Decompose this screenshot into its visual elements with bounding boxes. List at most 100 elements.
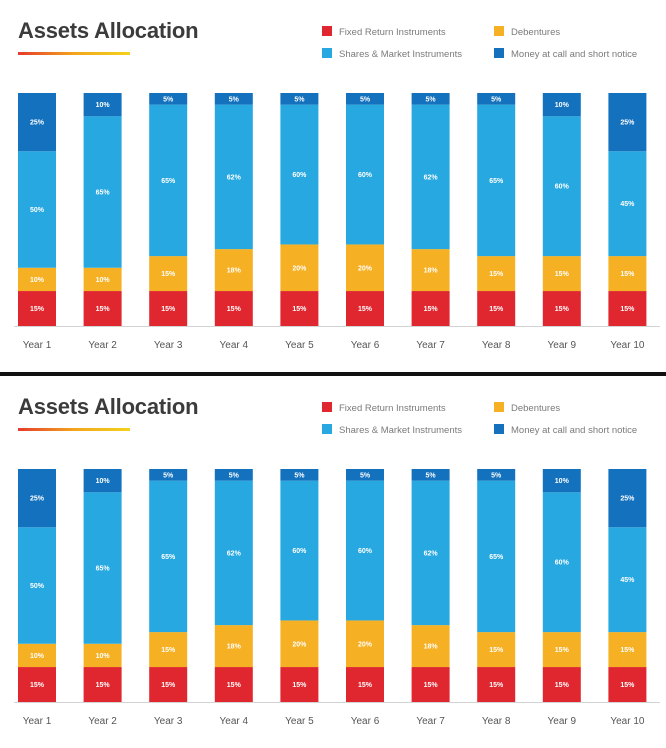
x-tick-label: Year 10 — [610, 340, 645, 351]
bar-segment-debentures — [608, 632, 647, 668]
x-tick-label: Year 3 — [154, 716, 183, 727]
data-label: 15% — [358, 682, 373, 689]
data-label: 25% — [30, 496, 45, 503]
bar-segment-shares — [83, 492, 122, 644]
bar-segment-fixed-return — [346, 291, 384, 326]
legend: Fixed Return Instruments Debentures Shar… — [322, 402, 662, 442]
data-label: 25% — [30, 120, 45, 127]
data-label: 15% — [30, 306, 45, 313]
legend-item-debentures: Debentures — [494, 26, 560, 38]
legend-label: Fixed Return Instruments — [339, 403, 446, 414]
data-label: 45% — [620, 201, 635, 208]
bar-segment-debentures — [149, 256, 188, 292]
bar-segment-money-at-call — [83, 469, 122, 493]
bar-segment-money-at-call — [149, 93, 188, 105]
legend-swatch — [322, 402, 332, 412]
legend-label: Debentures — [511, 403, 561, 414]
data-label: 62% — [424, 550, 439, 557]
bar-segment-fixed-return — [608, 667, 647, 702]
bar-segment-shares — [411, 480, 450, 626]
data-label: 5% — [294, 96, 305, 103]
bar-segment-debentures — [477, 632, 516, 668]
bar-segment-shares — [411, 104, 450, 250]
bar-segment-fixed-return — [214, 667, 253, 702]
data-label: 5% — [163, 472, 174, 479]
x-tick-label: Year 8 — [482, 340, 511, 351]
bar-segment-money-at-call — [477, 469, 516, 481]
bar-segment-fixed-return — [280, 291, 319, 326]
bar-segment-debentures — [83, 643, 122, 668]
bar-segment-debentures — [214, 249, 253, 292]
data-label: 65% — [489, 554, 504, 561]
data-label: 65% — [161, 554, 176, 561]
data-label: 60% — [555, 184, 570, 191]
data-label: 5% — [294, 472, 305, 479]
bar-segment-shares — [542, 116, 581, 257]
bar-segment-debentures — [411, 249, 450, 292]
data-label: 18% — [424, 644, 439, 651]
bar-segment-debentures — [280, 620, 319, 668]
chart-title: Assets Allocation — [18, 18, 199, 43]
x-tick-label: Year 1 — [23, 716, 52, 727]
legend-swatch — [322, 26, 332, 36]
data-label: 5% — [491, 472, 502, 479]
bar-segment-fixed-return — [542, 291, 581, 326]
bar-segment-money-at-call — [411, 93, 450, 105]
data-label: 15% — [620, 306, 635, 313]
bar-segment-shares — [608, 151, 647, 257]
bar-segment-debentures — [542, 256, 581, 292]
legend-item-shares: Shares & Market Instruments — [322, 424, 462, 436]
legend-item-money-at-call: Money at call and short notice — [494, 424, 637, 436]
data-label: 5% — [163, 96, 174, 103]
bar-segment-debentures — [280, 244, 319, 292]
bar-segment-shares — [346, 480, 384, 621]
bar-segment-fixed-return — [149, 291, 188, 326]
x-tick-label: Year 5 — [285, 716, 314, 727]
bar-segment-debentures — [18, 643, 56, 668]
bar-segment-debentures — [149, 632, 188, 668]
data-label: 15% — [30, 682, 45, 689]
x-tick-label: Year 6 — [351, 340, 380, 351]
data-label: 15% — [620, 647, 635, 654]
bar-segment-shares — [214, 104, 253, 250]
bar-segment-shares — [149, 104, 188, 257]
data-label: 60% — [358, 548, 373, 555]
data-label: 62% — [424, 174, 439, 181]
legend-swatch — [494, 402, 504, 412]
x-tick-label: Year 4 — [220, 716, 249, 727]
bar-segment-fixed-return — [18, 667, 56, 702]
bar-segment-fixed-return — [346, 667, 384, 702]
data-label: 65% — [489, 178, 504, 185]
data-label: 10% — [96, 277, 111, 284]
data-label: 10% — [555, 102, 570, 109]
data-label: 65% — [96, 190, 111, 197]
data-label: 15% — [555, 647, 570, 654]
x-tick-label: Year 4 — [220, 340, 249, 351]
bar-segment-fixed-return — [542, 667, 581, 702]
bar-segment-money-at-call — [608, 93, 647, 152]
data-label: 15% — [292, 306, 307, 313]
data-label: 15% — [555, 271, 570, 278]
data-label: 10% — [30, 653, 45, 660]
data-label: 10% — [96, 102, 111, 109]
title-underline — [18, 52, 130, 55]
data-label: 15% — [489, 647, 504, 654]
bar-segment-debentures — [83, 267, 122, 292]
legend-swatch — [494, 26, 504, 36]
data-label: 10% — [96, 478, 111, 485]
bar-segment-money-at-call — [18, 469, 56, 528]
data-label: 60% — [292, 548, 307, 555]
data-label: 5% — [426, 472, 437, 479]
bar-segment-money-at-call — [280, 93, 319, 105]
data-label: 10% — [30, 277, 45, 284]
data-label: 15% — [620, 271, 635, 278]
legend-swatch — [494, 48, 504, 58]
chart-title: Assets Allocation — [18, 394, 199, 419]
legend-item-debentures: Debentures — [494, 402, 560, 414]
legend-label: Shares & Market Instruments — [339, 425, 463, 436]
bar-segment-shares — [18, 151, 56, 268]
data-label: 5% — [360, 472, 371, 479]
x-tick-label: Year 3 — [154, 340, 183, 351]
data-label: 25% — [620, 496, 635, 503]
data-label: 25% — [620, 120, 635, 127]
